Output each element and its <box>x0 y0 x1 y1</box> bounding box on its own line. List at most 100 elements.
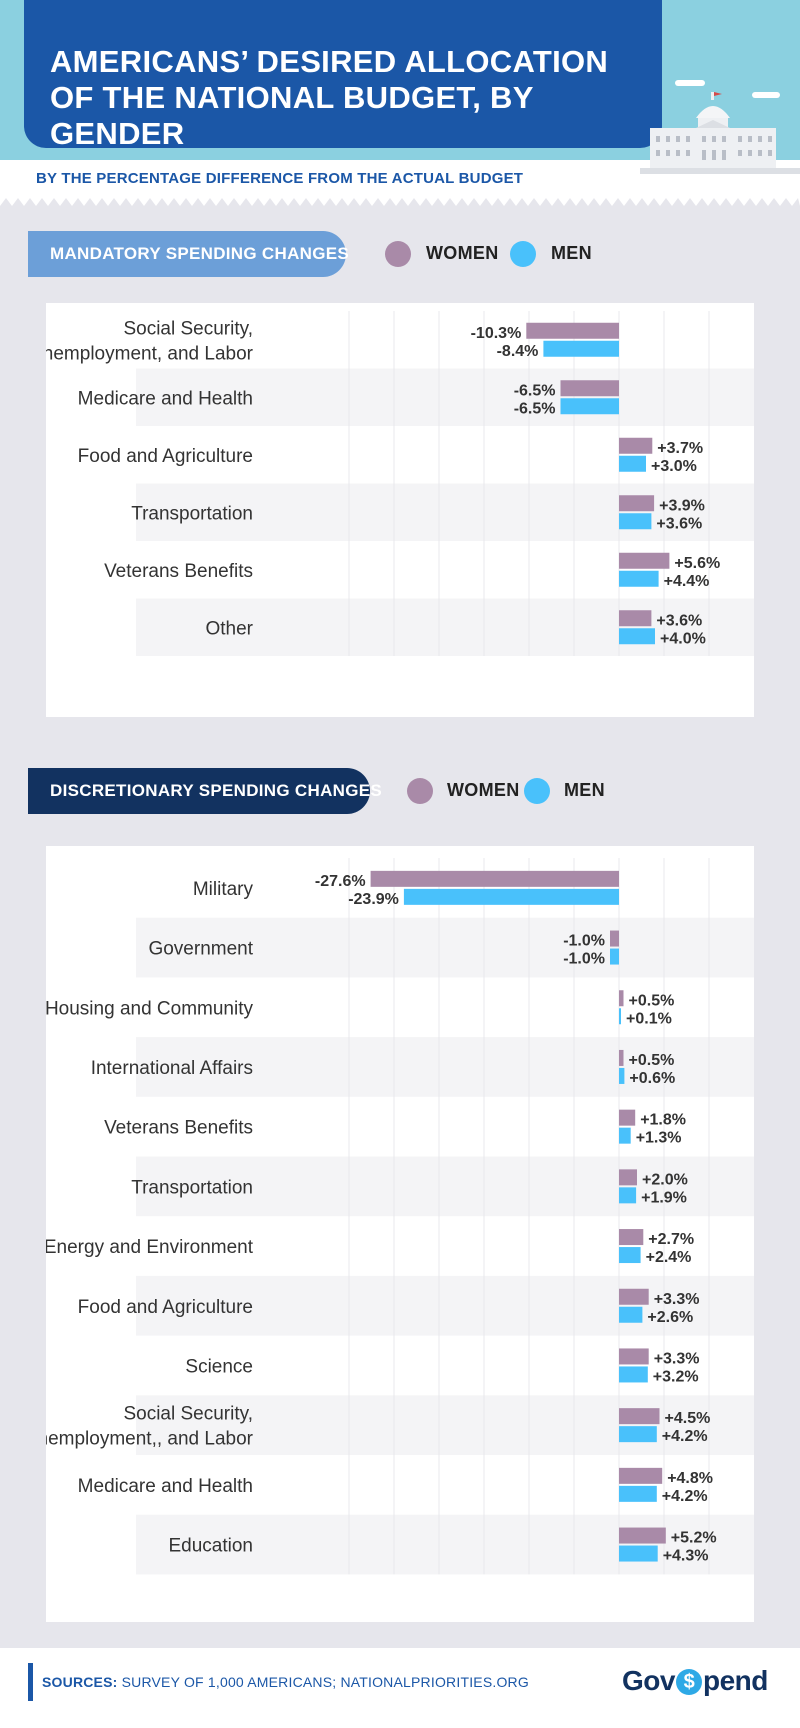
category-label: Unemployment, and Labor <box>46 343 254 364</box>
bar-men <box>619 1545 658 1562</box>
footer-accent-bar <box>28 1663 33 1701</box>
row-band <box>136 917 754 978</box>
data-label: -27.6% <box>315 873 366 890</box>
data-label: +4.5% <box>665 1410 711 1427</box>
data-label: -6.5% <box>514 400 556 417</box>
bar-men <box>610 948 619 965</box>
data-label: +4.2% <box>662 1428 708 1445</box>
category-label: Energy and Environment <box>46 1237 254 1258</box>
data-label: +4.0% <box>660 630 706 647</box>
legend-women-label: WOMEN <box>447 780 520 800</box>
discretionary-bar-chart: Military -27.6%-23.9% Government -1.0%-1.0%… <box>46 858 754 1575</box>
bar-women <box>619 1467 663 1484</box>
bar-women <box>619 1288 649 1305</box>
bar-women <box>619 1527 666 1544</box>
data-label: +2.6% <box>647 1309 693 1326</box>
bar-men <box>619 1366 648 1383</box>
category-label: Social Security, <box>123 1404 253 1425</box>
page-title: AMERICANS’ DESIRED ALLOCATION OF THE NAT… <box>50 44 609 151</box>
legend-men-label: MEN <box>551 243 592 263</box>
sources-note: SOURCES: SURVEY OF 1,000 AMERICANS; NATI… <box>42 1674 529 1690</box>
mandatory-chart-panel: Social Security, Unemployment, and Labor -… <box>46 303 754 717</box>
row-band <box>136 368 754 426</box>
row-band <box>136 1395 754 1455</box>
brand-logo[interactable]: Gov $ pend <box>622 1665 768 1697</box>
category-label: Social Security, <box>123 318 253 339</box>
data-label: +0.1% <box>626 1010 672 1027</box>
bar-men <box>619 455 646 472</box>
brand-prefix: Gov <box>622 1665 675 1696</box>
page-subtitle: BY THE PERCENTAGE DIFFERENCE FROM THE AC… <box>36 170 524 187</box>
bar-women <box>560 380 619 397</box>
bar-women <box>610 930 619 947</box>
category-label: Education <box>168 1536 253 1557</box>
category-label: Veterans Benefits <box>104 561 253 582</box>
capitol-illustration <box>640 80 800 174</box>
bar-women <box>526 322 619 339</box>
category-label: Unemployment,, and Labor <box>46 1429 254 1450</box>
bar-men <box>619 513 652 530</box>
bar-men <box>560 398 619 415</box>
category-label: Food and Agriculture <box>78 1297 253 1318</box>
bar-men <box>619 1485 657 1502</box>
bar-men <box>619 1127 631 1144</box>
bar-women <box>619 1109 636 1126</box>
mandatory-section-heading: MANDATORY SPENDING CHANGES <box>28 231 349 277</box>
data-label: +1.9% <box>641 1189 687 1206</box>
data-label: +4.8% <box>667 1470 713 1487</box>
bar-women <box>619 990 624 1007</box>
zigzag-edge <box>0 198 800 214</box>
legend-men-swatch <box>524 778 550 804</box>
discretionary-chart-panel: Military -27.6% -23.9% Government -1.0% -1.0%… <box>46 846 754 1622</box>
bar-women <box>619 1169 637 1186</box>
data-label: -23.9% <box>348 891 399 908</box>
data-label: +5.6% <box>674 555 720 572</box>
bar-men <box>619 1008 621 1025</box>
mandatory-bar-chart: Social Security, Unemployment, and Labor -… <box>46 311 754 656</box>
data-label: +5.2% <box>671 1530 717 1547</box>
bar-men <box>403 888 619 905</box>
category-label: Transportation <box>131 503 253 524</box>
row-band <box>136 1514 754 1575</box>
data-label: +4.4% <box>664 573 710 590</box>
bar-women <box>619 1348 649 1365</box>
data-label: +2.4% <box>646 1249 692 1266</box>
data-label: -1.0% <box>563 951 605 968</box>
bar-women <box>619 437 653 454</box>
bar-women <box>619 1229 644 1246</box>
bar-women <box>619 552 670 569</box>
data-label: -1.0% <box>563 933 605 950</box>
bar-men <box>619 1187 637 1204</box>
data-label: +4.2% <box>662 1488 708 1505</box>
category-label: Government <box>148 939 253 960</box>
data-label: -8.4% <box>497 343 539 360</box>
bar-women <box>619 495 655 512</box>
category-label: Medicare and Health <box>78 388 253 409</box>
data-label: +3.3% <box>654 1291 700 1308</box>
data-label: +1.3% <box>636 1130 682 1147</box>
discretionary-section-heading: DISCRETIONARY SPENDING CHANGES <box>28 768 382 814</box>
category-label: Veterans Benefits <box>104 1118 253 1139</box>
bar-men <box>619 1247 641 1264</box>
data-label: -6.5% <box>514 382 556 399</box>
sources-label: SOURCES: <box>42 1674 118 1690</box>
category-label: Food and Agriculture <box>78 446 253 467</box>
legend-men-label: MEN <box>564 780 605 800</box>
bar-women <box>619 610 652 627</box>
legend-women-label: WOMEN <box>426 243 499 263</box>
category-label: Other <box>205 618 253 639</box>
title-box <box>24 0 662 148</box>
data-label: +3.3% <box>654 1350 700 1367</box>
bar-men <box>619 570 659 587</box>
data-label: +3.6% <box>656 612 702 629</box>
bar-men <box>619 1426 657 1443</box>
row-band <box>136 1156 754 1217</box>
row-band <box>136 1037 754 1097</box>
category-label: Housing and Community <box>46 998 253 1019</box>
sources-text: SURVEY OF 1,000 AMERICANS; NATIONALPRIOR… <box>117 1674 529 1690</box>
category-label: Military <box>193 879 254 900</box>
bar-men <box>543 340 619 357</box>
dollar-icon: $ <box>675 1669 702 1695</box>
category-label: International Affairs <box>91 1058 253 1079</box>
row-band <box>136 483 754 541</box>
